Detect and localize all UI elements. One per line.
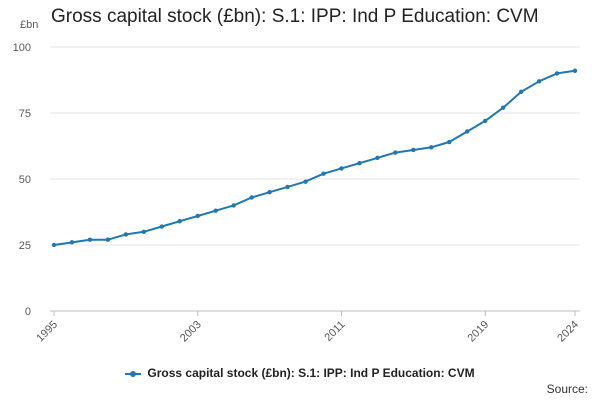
legend-label: Gross capital stock (£bn): S.1: IPP: Ind… (147, 366, 475, 380)
data-point[interactable] (357, 160, 362, 166)
data-point[interactable] (500, 105, 506, 110)
data-point[interactable] (303, 179, 308, 184)
data-point[interactable] (105, 237, 111, 242)
data-point[interactable] (429, 145, 434, 150)
x-tick-label: 2011 (322, 319, 347, 344)
legend: Gross capital stock (£bn): S.1: IPP: Ind… (0, 366, 600, 380)
x-tick-label: 2019 (465, 319, 491, 345)
data-point[interactable] (159, 224, 164, 229)
series-line (53, 69, 576, 246)
y-axis-tick-labels: 0 25 50 75 100 (13, 42, 31, 318)
data-point[interactable] (554, 71, 560, 76)
y-tick-label: 25 (19, 240, 31, 252)
data-point[interactable] (393, 150, 398, 155)
data-point[interactable] (195, 213, 200, 219)
gridlines (50, 46, 580, 312)
data-point[interactable] (267, 190, 272, 195)
legend-marker (125, 370, 142, 377)
x-tick-label: 1995 (34, 319, 60, 345)
y-tick-label: 100 (13, 42, 31, 54)
data-point[interactable] (141, 229, 147, 234)
data-point[interactable] (375, 155, 380, 161)
data-point[interactable] (411, 147, 416, 153)
source-label: Source: (546, 382, 588, 396)
data-point[interactable] (572, 68, 578, 73)
x-axis-tick-labels: 1995 2003 2011 2019 2024 (34, 319, 581, 345)
y-tick-label: 75 (19, 108, 31, 120)
series-layer (51, 68, 578, 248)
data-point[interactable] (213, 208, 218, 213)
data-point[interactable] (177, 219, 182, 224)
data-point[interactable] (482, 118, 488, 124)
data-point[interactable] (285, 184, 290, 190)
axes (53, 311, 576, 316)
data-point[interactable] (231, 203, 236, 208)
x-tick-label: 2003 (178, 319, 204, 345)
data-point[interactable] (249, 195, 254, 200)
data-point[interactable] (69, 240, 75, 245)
data-point[interactable] (321, 171, 326, 176)
chart-title: Gross capital stock (£bn): S.1: IPP: Ind… (51, 6, 539, 27)
y-tick-label: 50 (19, 174, 31, 186)
y-axis-unit-label: £bn (20, 19, 38, 31)
x-tick-label: 2024 (555, 319, 581, 345)
data-point[interactable] (123, 232, 129, 237)
data-point[interactable] (87, 237, 93, 242)
data-point[interactable] (536, 79, 542, 84)
data-point[interactable] (51, 242, 57, 248)
data-point[interactable] (465, 129, 470, 134)
data-point[interactable] (447, 139, 452, 145)
y-tick-label: 0 (25, 306, 31, 318)
data-point[interactable] (518, 89, 524, 95)
data-point[interactable] (339, 166, 344, 171)
